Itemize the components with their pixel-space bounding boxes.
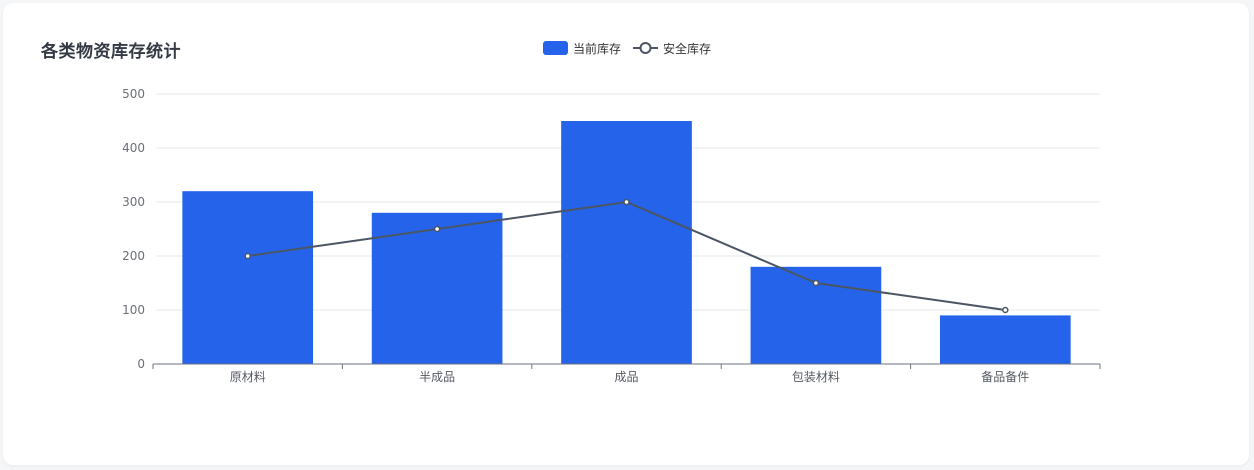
x-tick-label: 成品	[614, 370, 638, 384]
bar	[371, 212, 503, 364]
chart-title: 各类物资库存统计	[41, 42, 181, 62]
legend: 当前库存 安全库存	[543, 39, 717, 57]
bar	[561, 121, 692, 364]
line-point	[812, 279, 820, 287]
x-tick-label: 半成品	[419, 370, 455, 384]
line-point	[433, 225, 441, 233]
x-tick-label: 备品备件	[981, 370, 1029, 384]
legend-item-current-stock[interactable]: 当前库存	[543, 40, 621, 57]
x-tick-label: 包装材料	[792, 370, 840, 384]
legend-label-current-stock: 当前库存	[573, 41, 622, 56]
x-tick-label: 原材料	[230, 370, 266, 384]
legend-swatch-bar	[543, 41, 568, 55]
legend-item-safety-stock[interactable]: 安全库存	[633, 40, 711, 57]
y-tick-label: 0	[137, 357, 145, 371]
y-tick-label: 100	[122, 303, 145, 317]
legend-label-safety-stock: 安全库存	[663, 41, 712, 56]
line-point	[1002, 306, 1009, 314]
line-point	[244, 252, 251, 260]
legend-swatch-line	[633, 42, 659, 54]
line-point	[623, 198, 630, 206]
y-tick-label: 500	[122, 87, 145, 101]
bar	[939, 315, 1071, 364]
bar	[182, 191, 314, 364]
y-tick-label: 300	[122, 195, 145, 209]
y-tick-label: 400	[122, 141, 145, 155]
y-tick-label: 200	[122, 249, 145, 263]
